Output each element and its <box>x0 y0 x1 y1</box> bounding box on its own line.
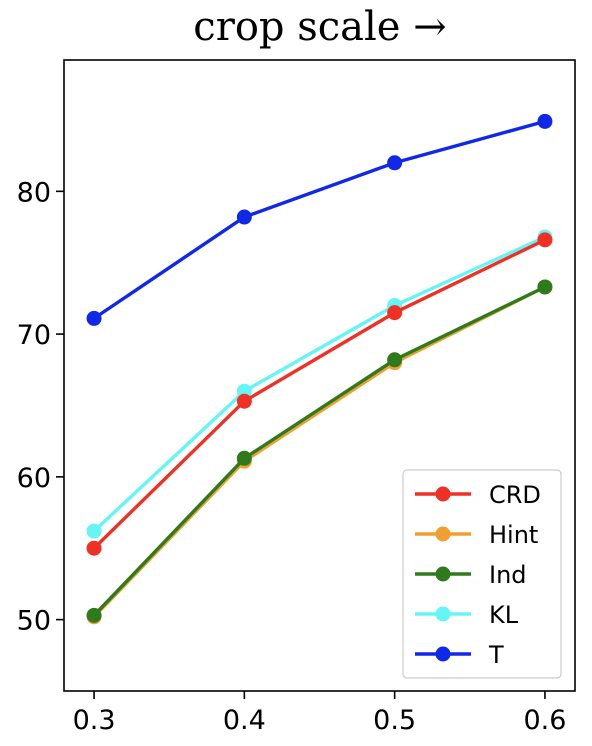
data-point-ind <box>236 450 252 466</box>
legend-label-kl: KL <box>489 601 519 629</box>
series-line-ind <box>92 285 546 617</box>
data-point-t <box>86 310 102 326</box>
legend-label-t: T <box>488 641 504 669</box>
data-point-t <box>236 209 252 225</box>
data-point-kl <box>86 523 102 539</box>
data-point-t <box>537 113 553 129</box>
legend-marker-t <box>435 646 451 662</box>
legend-marker-ind <box>435 566 451 582</box>
legend-marker-hint <box>435 526 451 542</box>
data-point-crd <box>387 305 403 321</box>
x-tick-label: 0.6 <box>523 705 566 736</box>
axes-frame <box>63 59 576 692</box>
x-tick-label: 0.4 <box>223 705 266 736</box>
data-point-ind <box>387 352 403 368</box>
plot-area: 50 60 70 80 0.3 0.4 0.5 0.6 <box>17 59 576 736</box>
data-point-crd <box>537 232 553 248</box>
y-tick-label: 80 <box>17 177 51 208</box>
series-line-crd <box>92 238 546 550</box>
legend-marker-kl <box>435 606 451 622</box>
legend-box <box>402 469 562 679</box>
legend-label-ind: Ind <box>489 561 527 589</box>
series-line-t <box>93 119 546 320</box>
legend-label-crd: CRD <box>489 481 541 509</box>
data-point-ind <box>86 607 102 623</box>
y-tick-label: 70 <box>17 320 51 351</box>
x-tick-label: 0.5 <box>373 705 416 736</box>
data-point-crd <box>86 540 102 556</box>
y-tick-label: 50 <box>17 606 51 637</box>
y-tick-label: 60 <box>17 463 51 494</box>
legend: CRD Hint Ind KL T <box>402 469 562 679</box>
data-point-t <box>387 155 403 171</box>
series-line-kl <box>92 235 546 533</box>
legend-marker-crd <box>435 486 451 502</box>
legend-label-hint: Hint <box>489 521 538 549</box>
x-tick-label: 0.3 <box>73 705 116 736</box>
data-point-ind <box>537 279 553 295</box>
chart-title: crop scale → <box>193 4 446 50</box>
data-point-crd <box>236 393 252 409</box>
